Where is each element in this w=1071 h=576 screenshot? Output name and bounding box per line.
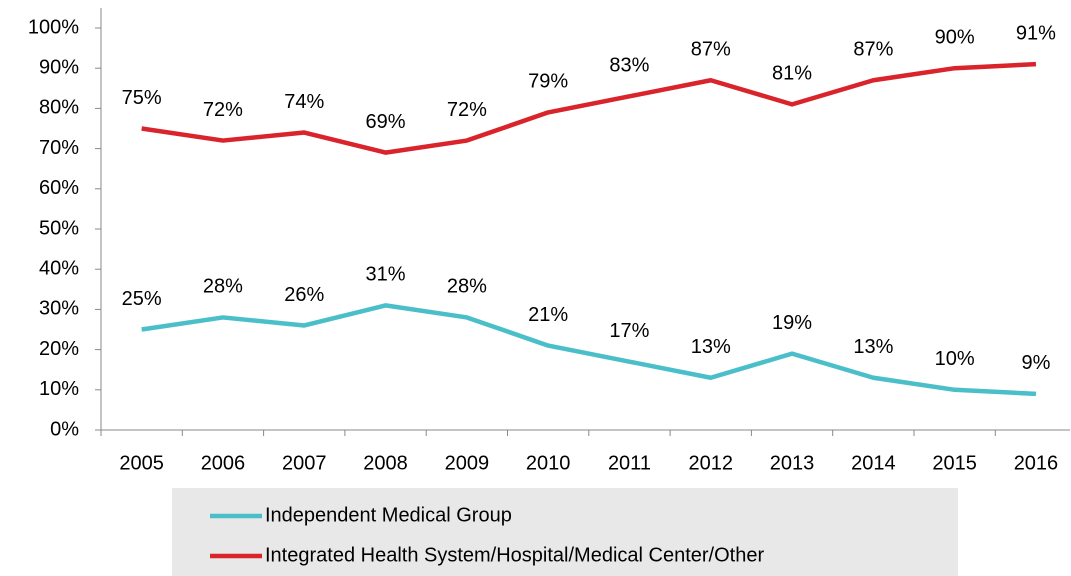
data-label: 13% [691,336,731,358]
y-tick-label: 100% [28,16,79,38]
legend-label: Integrated Health System/Hospital/Medica… [265,544,764,566]
legend-label: Independent Medical Group [265,504,512,526]
x-tick-label: 2005 [119,452,164,474]
legend-box [172,488,958,576]
x-tick-label: 2009 [445,452,490,474]
data-label: 13% [853,336,893,358]
data-label: 26% [284,284,324,306]
data-label: 31% [366,264,406,286]
data-label: 21% [528,304,568,326]
x-tick-label: 2010 [526,452,571,474]
y-tick-label: 10% [39,378,79,400]
y-tick-label: 60% [39,177,79,199]
data-label: 91% [1016,22,1056,44]
y-tick-label: 0% [50,418,79,440]
data-label: 74% [284,91,324,113]
x-tick-label: 2014 [851,452,896,474]
series-line [141,303,1037,397]
y-tick-label: 40% [39,257,79,279]
y-tick-label: 90% [39,56,79,78]
y-tick-label: 50% [39,217,79,239]
y-tick-label: 80% [39,97,79,119]
data-label: 19% [772,312,812,334]
x-tick-label: 2007 [282,452,327,474]
x-tick-label: 2013 [770,452,815,474]
x-tick-label: 2015 [932,452,977,474]
x-tick-label: 2011 [608,452,651,474]
data-label: 25% [122,288,162,310]
data-label: 72% [447,99,487,121]
x-tick-label: 2008 [363,452,408,474]
data-label: 87% [853,39,893,61]
data-label: 83% [609,55,649,77]
data-label: 81% [772,63,812,85]
data-label: 90% [935,26,975,48]
data-label: 10% [935,348,975,370]
data-label: 28% [447,276,487,298]
data-label: 28% [203,276,243,298]
y-tick-label: 70% [39,137,79,159]
x-tick-label: 2016 [1014,452,1059,474]
series-line [141,61,1037,155]
data-label: 69% [366,111,406,133]
data-label: 79% [528,71,568,93]
data-label: 17% [609,320,649,342]
data-label: 75% [122,87,162,109]
data-label: 87% [691,39,731,61]
data-label: 72% [203,99,243,121]
data-label: 9% [1021,352,1050,374]
x-tick-label: 2006 [201,452,246,474]
y-tick-label: 20% [39,338,79,360]
x-tick-label: 2012 [689,452,734,474]
y-tick-label: 30% [39,298,79,320]
